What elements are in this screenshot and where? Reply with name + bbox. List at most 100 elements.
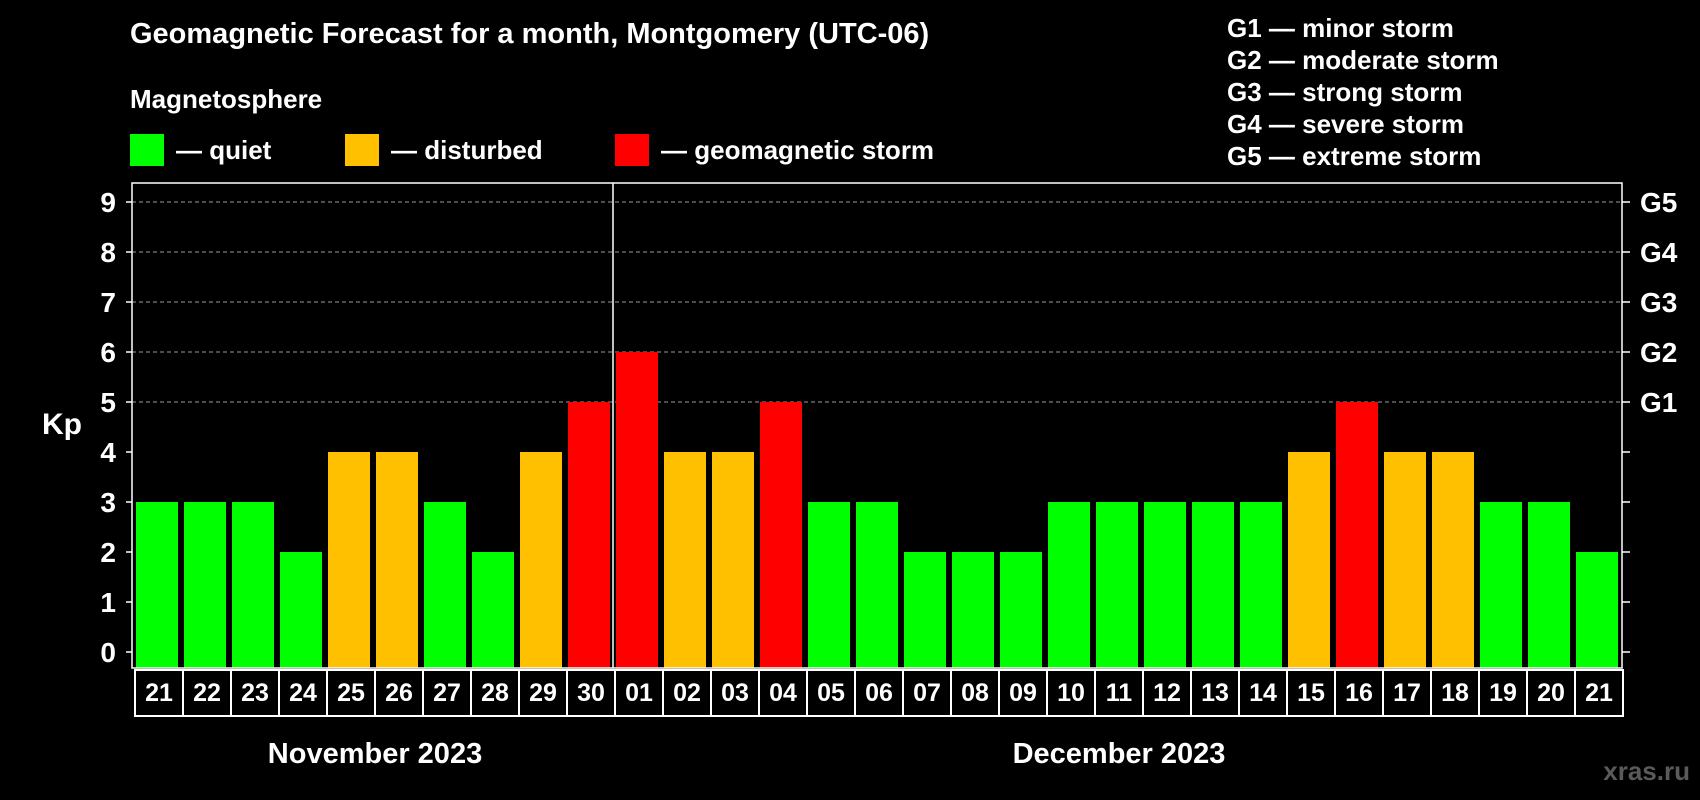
date-label-4: 25: [337, 679, 365, 707]
date-row-frame: [134, 669, 1624, 717]
date-label-20: 11: [1106, 679, 1133, 707]
y-tick-label: 5: [100, 387, 116, 418]
chart-title: Geomagnetic Forecast for a month, Montgo…: [130, 18, 930, 50]
storm-level-legend: G1 — minor storm G2 — moderate storm G3 …: [1227, 12, 1499, 172]
date-label-2: 23: [241, 679, 269, 707]
bar-1: [184, 502, 226, 668]
month-label-0: November 2023: [268, 738, 482, 770]
watermark: xras.ru: [1603, 756, 1690, 786]
bar-4: [328, 452, 370, 668]
bar-18: [1000, 552, 1042, 668]
y-tick-label: 0: [100, 637, 116, 668]
bar-30: [1576, 552, 1618, 668]
date-label-12: 03: [721, 679, 749, 707]
y-tick-label: 7: [100, 287, 116, 318]
storm-level-g4: G4 — severe storm: [1227, 109, 1465, 139]
date-label-3: 24: [289, 679, 317, 707]
date-label-5: 26: [385, 679, 413, 707]
bar-29: [1528, 502, 1570, 668]
legend-label-quiet: — quiet: [176, 134, 272, 165]
date-label-13: 04: [769, 679, 797, 707]
date-label-30: 21: [1585, 679, 1613, 707]
chart-subtitle: Magnetosphere: [130, 84, 323, 114]
bar-27: [1432, 452, 1474, 668]
date-label-15: 06: [865, 679, 893, 707]
bar-28: [1480, 502, 1522, 668]
bar-3: [280, 552, 322, 668]
legend-label-storm: — geomagnetic storm: [661, 134, 935, 165]
storm-level-g5: G5 — extreme storm: [1227, 141, 1482, 171]
date-label-18: 09: [1009, 679, 1037, 707]
bar-11: [664, 452, 706, 668]
date-label-27: 18: [1441, 679, 1469, 707]
bar-24: [1288, 452, 1330, 668]
storm-level-g3: G3 — strong storm: [1227, 77, 1463, 107]
y-tick-label: 4: [100, 437, 116, 468]
date-label-19: 10: [1057, 679, 1085, 707]
bar-23: [1240, 502, 1282, 668]
date-label-29: 20: [1537, 679, 1565, 707]
bar-14: [808, 502, 850, 668]
plot-frame: [131, 182, 1623, 669]
date-label-0: 21: [145, 679, 173, 707]
bar-20: [1096, 502, 1138, 668]
y-tick-label: 1: [100, 587, 116, 618]
bar-25: [1336, 402, 1378, 668]
date-label-11: 02: [673, 679, 701, 707]
bar-7: [472, 552, 514, 668]
bar-17: [952, 552, 994, 668]
g-level-label-G3: G3: [1640, 287, 1677, 318]
g-level-label-G2: G2: [1640, 337, 1677, 368]
y-tick-label: 2: [100, 537, 116, 568]
g-level-label-G5: G5: [1640, 187, 1677, 218]
storm-level-g1: G1 — minor storm: [1227, 13, 1454, 43]
legend-disturbed: — disturbed: [345, 134, 543, 166]
bar-21: [1144, 502, 1186, 668]
y-tick-label: 9: [100, 187, 116, 218]
date-label-23: 14: [1249, 679, 1277, 707]
date-label-21: 12: [1153, 679, 1181, 707]
bar-9: [568, 402, 610, 668]
bar-10: [616, 352, 658, 668]
date-label-25: 16: [1345, 679, 1373, 707]
date-label-6: 27: [433, 679, 461, 707]
storm-level-g2: G2 — moderate storm: [1227, 45, 1499, 75]
y-axis-label: Kp: [42, 408, 82, 441]
date-label-10: 01: [625, 679, 653, 707]
date-label-26: 17: [1393, 679, 1421, 707]
bar-12: [712, 452, 754, 668]
y-tick-label: 3: [100, 487, 116, 518]
date-label-14: 05: [817, 679, 845, 707]
bar-22: [1192, 502, 1234, 668]
legend-swatch-storm: [615, 134, 649, 166]
date-label-17: 08: [961, 679, 989, 707]
date-label-24: 15: [1297, 679, 1325, 707]
legend-label-disturbed: — disturbed: [391, 134, 543, 165]
legend-swatch-disturbed: [345, 134, 379, 166]
bar-5: [376, 452, 418, 668]
g-level-label-G1: G1: [1640, 387, 1677, 418]
date-label-8: 29: [529, 679, 557, 707]
legend-quiet: — quiet: [130, 134, 271, 166]
legend-swatch-quiet: [130, 134, 164, 166]
bar-2: [232, 502, 274, 668]
bar-8: [520, 452, 562, 668]
y-tick-label: 6: [100, 337, 116, 368]
bar-26: [1384, 452, 1426, 668]
bar-16: [904, 552, 946, 668]
date-label-16: 07: [913, 679, 941, 707]
y-tick-label: 8: [100, 237, 116, 268]
bar-13: [760, 402, 802, 668]
bar-19: [1048, 502, 1090, 668]
date-label-9: 30: [577, 679, 605, 707]
legend-storm: — geomagnetic storm: [615, 134, 934, 166]
date-label-1: 22: [193, 679, 221, 707]
date-label-22: 13: [1201, 679, 1229, 707]
date-label-28: 19: [1489, 679, 1517, 707]
month-label-1: December 2023: [1013, 738, 1226, 770]
bar-6: [424, 502, 466, 668]
date-label-7: 28: [481, 679, 509, 707]
g-level-label-G4: G4: [1640, 237, 1678, 268]
bar-15: [856, 502, 898, 668]
